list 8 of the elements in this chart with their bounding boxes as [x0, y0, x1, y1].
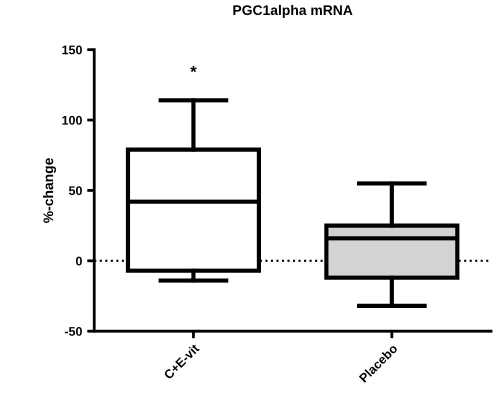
y-tick-label: 0 [76, 256, 82, 266]
y-tick-label: -50 [64, 327, 82, 336]
chart-title: PGC1alpha mRNA [233, 4, 352, 18]
y-tick-label: 100 [62, 116, 82, 125]
annotation: * [190, 66, 197, 72]
y-tick-label: 150 [62, 45, 82, 54]
y-axis-title: %-change [43, 158, 56, 223]
y-tick-label: 50 [68, 186, 82, 196]
